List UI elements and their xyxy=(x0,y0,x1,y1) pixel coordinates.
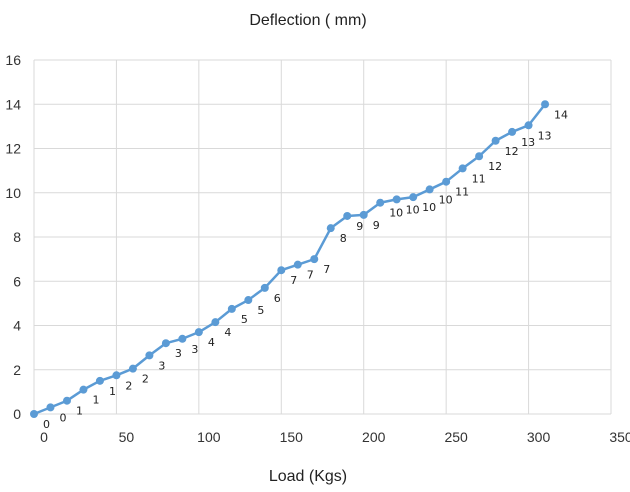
data-label: 6 xyxy=(274,292,281,305)
data-label: 10 xyxy=(422,201,436,214)
data-point xyxy=(310,255,319,264)
x-tick-label: 350 xyxy=(609,429,630,445)
data-label: 7 xyxy=(307,269,314,282)
data-label: 5 xyxy=(241,313,248,326)
data-label: 0 xyxy=(59,411,66,424)
data-label: 14 xyxy=(554,108,568,121)
data-points xyxy=(30,100,550,418)
y-tick-label: 2 xyxy=(13,362,21,378)
data-point xyxy=(161,339,170,348)
data-point xyxy=(326,224,335,233)
x-tick-label: 0 xyxy=(40,429,48,445)
data-point xyxy=(475,152,484,161)
data-point xyxy=(211,318,220,327)
data-point xyxy=(359,210,368,219)
data-point xyxy=(145,351,154,360)
data-point xyxy=(194,328,203,337)
x-tick-label: 100 xyxy=(197,429,221,445)
data-label: 13 xyxy=(521,136,535,149)
data-point xyxy=(128,364,137,373)
y-tick-label: 16 xyxy=(5,52,21,68)
data-label: 10 xyxy=(439,193,453,206)
data-label: 1 xyxy=(92,394,99,407)
data-point xyxy=(458,164,467,173)
data-point xyxy=(343,211,352,220)
data-label: 3 xyxy=(175,347,182,360)
data-point xyxy=(244,296,253,305)
data-point xyxy=(227,304,236,313)
data-point xyxy=(277,266,286,275)
data-label: 5 xyxy=(257,304,264,317)
gridlines xyxy=(33,59,612,415)
data-point xyxy=(524,121,533,130)
data-point xyxy=(491,136,500,145)
data-label: 9 xyxy=(373,219,380,232)
data-point xyxy=(30,410,38,418)
data-label: 1 xyxy=(109,385,116,398)
data-label: 8 xyxy=(340,232,347,245)
deflection-series-line xyxy=(33,103,547,416)
y-tick-label: 10 xyxy=(5,185,21,201)
data-point xyxy=(260,283,269,292)
data-point xyxy=(376,198,385,207)
data-label: 1 xyxy=(76,405,83,418)
x-tick-label: 250 xyxy=(444,429,468,445)
y-tick-label: 0 xyxy=(13,406,21,422)
data-point xyxy=(178,334,187,343)
data-label: 3 xyxy=(191,343,198,356)
x-tick-label: 150 xyxy=(280,429,304,445)
data-point xyxy=(62,396,71,405)
data-label: 10 xyxy=(389,207,403,220)
data-label: 9 xyxy=(356,220,363,233)
data-label: 2 xyxy=(142,373,149,386)
data-point xyxy=(392,195,401,204)
data-point xyxy=(79,385,88,394)
data-point xyxy=(425,185,434,194)
data-label: 13 xyxy=(538,129,552,142)
y-tick-label: 6 xyxy=(13,273,21,289)
data-point xyxy=(508,127,517,136)
y-tick-label: 14 xyxy=(5,96,21,112)
data-label: 11 xyxy=(455,186,469,199)
data-point xyxy=(541,100,550,109)
data-label: 7 xyxy=(290,274,297,287)
data-point xyxy=(409,193,418,202)
data-label: 3 xyxy=(158,359,165,372)
data-label: 12 xyxy=(488,160,502,173)
data-label: 7 xyxy=(323,263,330,276)
chart-title: Deflection ( mm) xyxy=(249,12,366,29)
x-axis-title: Load (Kgs) xyxy=(269,468,347,485)
x-tick-label: 200 xyxy=(362,429,386,445)
data-label: 12 xyxy=(505,145,519,158)
data-point xyxy=(293,260,302,269)
y-tick-label: 8 xyxy=(13,229,21,245)
x-tick-label: 300 xyxy=(527,429,551,445)
data-point xyxy=(112,371,121,380)
x-tick-label: 50 xyxy=(119,429,135,445)
x-axis-ticks: 0 50 100 150 200 250 300 350 xyxy=(40,429,630,445)
data-label: 11 xyxy=(472,172,486,185)
data-label: 2 xyxy=(125,379,132,392)
data-label: 0 xyxy=(43,418,50,431)
y-tick-label: 12 xyxy=(5,141,21,157)
data-label: 4 xyxy=(224,326,231,339)
y-tick-label: 4 xyxy=(13,318,21,334)
data-label: 10 xyxy=(406,203,420,216)
y-axis-ticks: 0 2 4 6 8 10 12 14 16 xyxy=(5,52,21,422)
data-point xyxy=(95,376,104,385)
data-label: 4 xyxy=(208,336,215,349)
data-point xyxy=(442,177,451,186)
data-point xyxy=(46,403,55,412)
